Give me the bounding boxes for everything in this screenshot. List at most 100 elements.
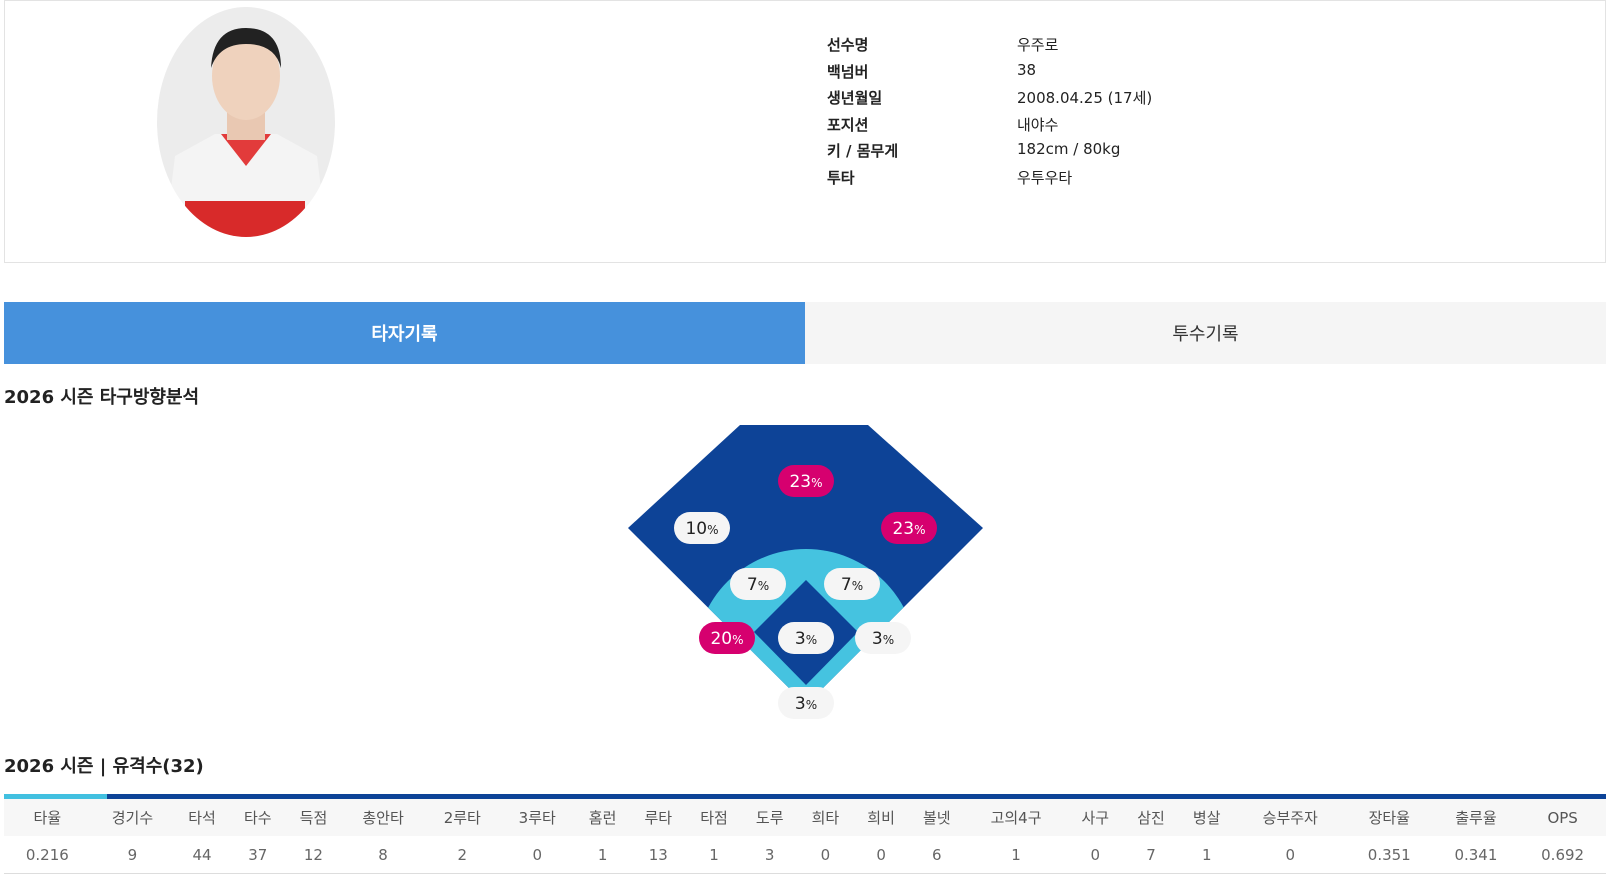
table-cell: 루타	[630, 796, 687, 836]
info-value: 38	[1017, 60, 1037, 79]
table-cell: 고의4구	[964, 796, 1068, 836]
zone-value: 7	[841, 575, 852, 595]
table-cell: 1	[686, 836, 742, 874]
info-label: 키 / 몸무게	[827, 142, 899, 161]
zone-pill	[699, 622, 755, 654]
zone-label: 3%	[855, 622, 911, 654]
table-cell: 1	[574, 836, 631, 874]
zone-unit: %	[732, 633, 743, 647]
zone-label: 10%	[674, 512, 730, 544]
zone-label: 7%	[730, 568, 786, 600]
table-cell: 37	[229, 836, 286, 874]
table-cell: 타율	[4, 796, 91, 836]
zone-value: 20	[710, 629, 732, 649]
zone-pill	[778, 465, 834, 497]
table-cell: 득점	[285, 796, 342, 836]
table-cell: 0	[853, 836, 909, 874]
table-cell: 1	[964, 836, 1068, 874]
zone-label: 7%	[824, 568, 880, 600]
table-cell: 장타율	[1345, 796, 1433, 836]
table-cell: 0	[499, 836, 575, 874]
table-cell: 9	[90, 836, 175, 874]
table-cell: 출루율	[1432, 796, 1520, 836]
zone-unit: %	[758, 579, 769, 593]
profile-card: 선수명 우주로 백넘버 38 생년월일 2008.04.25 (17세) 포지션 내야수 키 /…	[4, 0, 1606, 263]
zone-text: 23%	[892, 519, 925, 539]
table-cell: 8	[341, 836, 425, 874]
info-value: 내야수	[1017, 115, 1059, 134]
table-cell: 총안타	[341, 796, 425, 836]
zone-pill	[674, 512, 730, 544]
table-cell: 승부주자	[1234, 796, 1346, 836]
table-cell: 병살	[1178, 796, 1235, 836]
table-cell: 0	[1067, 836, 1124, 874]
table-cell: 삼진	[1123, 796, 1179, 836]
zone-text: 3%	[795, 694, 817, 714]
hit-direction-field: 10%23%23%7% 7%20% 3% 3%3%	[628, 425, 983, 719]
player-photo	[157, 7, 335, 237]
zone-pill	[881, 512, 937, 544]
zone-text: 23%	[789, 472, 822, 492]
section-title: 2026 시즌 타구방향분석	[4, 387, 200, 408]
zone-pill	[778, 687, 834, 719]
zone-pill	[824, 568, 880, 600]
table-cell: 경기수	[90, 796, 175, 836]
table-cell: 0.216	[4, 836, 91, 874]
zone-value: 7	[747, 575, 758, 595]
info-value: 182cm / 80kg	[1017, 140, 1121, 159]
info-label: 투타	[827, 169, 855, 187]
zone-label: 23%	[778, 465, 834, 497]
zone-pill	[855, 622, 911, 654]
zone-value: 23	[892, 519, 914, 539]
table-cell: 1	[1178, 836, 1235, 874]
table-cell: 0.351	[1345, 836, 1433, 874]
table-cell: OPS	[1519, 796, 1606, 836]
table-cell: 0.341	[1432, 836, 1520, 874]
table-cell: 홈런	[574, 796, 631, 836]
zone-unit: %	[811, 476, 822, 490]
table-cell: 0	[1234, 836, 1346, 874]
info-label: 백넘버	[827, 62, 869, 81]
table-cell: 12	[285, 836, 342, 874]
table-cell: 희타	[797, 796, 854, 836]
info-value: 2008.04.25 (17세)	[1017, 89, 1153, 108]
info-label: 생년월일	[827, 89, 883, 108]
tab[interactable]: 타자기록	[4, 302, 805, 364]
table-row: 0.216 9 44 37 12 8 2 0 1 13 1 3 0 0 6 1 0 7 1 0 0.351 0.341 0.…	[4, 836, 1606, 874]
table-cell: 13	[630, 836, 687, 874]
zone-pill	[730, 568, 786, 600]
table-cell: 0	[797, 836, 854, 874]
table-cell: 44	[174, 836, 230, 874]
zone-value: 3	[872, 629, 883, 649]
section-title: 2026 시즌 | 유격수(32)	[4, 756, 204, 777]
zone-text: 3%	[872, 629, 894, 649]
zone-unit: %	[806, 633, 817, 647]
table-accent	[4, 794, 107, 799]
table-cell: 사구	[1067, 796, 1124, 836]
zone-unit: %	[914, 523, 925, 537]
tab-bar: 타자기록 투수기록	[4, 302, 1606, 364]
zone-value: 3	[795, 694, 806, 714]
zone-label: 3%	[778, 622, 834, 654]
stats-table: 타율 경기수 타석 타수 득점 총안타 2루타 3루타 홈런 루타 타점 도루 희타 희비 볼넷 고의4구 사구…	[4, 794, 1606, 874]
zone-text: 10%	[685, 519, 718, 539]
zone-label: 3%	[778, 687, 834, 719]
table-cell: 6	[908, 836, 965, 874]
zone-value: 23	[789, 472, 811, 492]
table-cell: 도루	[741, 796, 798, 836]
zone-unit: %	[852, 579, 863, 593]
zone-unit: %	[883, 633, 894, 647]
info-label: 선수명	[827, 36, 869, 54]
zone-unit: %	[806, 698, 817, 712]
info-value: 우투우타	[1017, 169, 1073, 187]
zone-unit: %	[707, 523, 718, 537]
table-cell: 타점	[686, 796, 742, 836]
table-cell: 2	[424, 836, 500, 874]
info-value: 우주로	[1017, 36, 1059, 54]
table-row: 타율 경기수 타석 타수 득점 총안타 2루타 3루타 홈런 루타 타점 도루 희타 희비 볼넷 고의4구 사구…	[4, 796, 1606, 836]
tab[interactable]: 투수기록	[805, 302, 1606, 364]
table-cell: 볼넷	[908, 796, 965, 836]
table-cell: 3루타	[499, 796, 575, 836]
zone-text: 7%	[841, 575, 863, 595]
zone-label: 23%	[881, 512, 937, 544]
